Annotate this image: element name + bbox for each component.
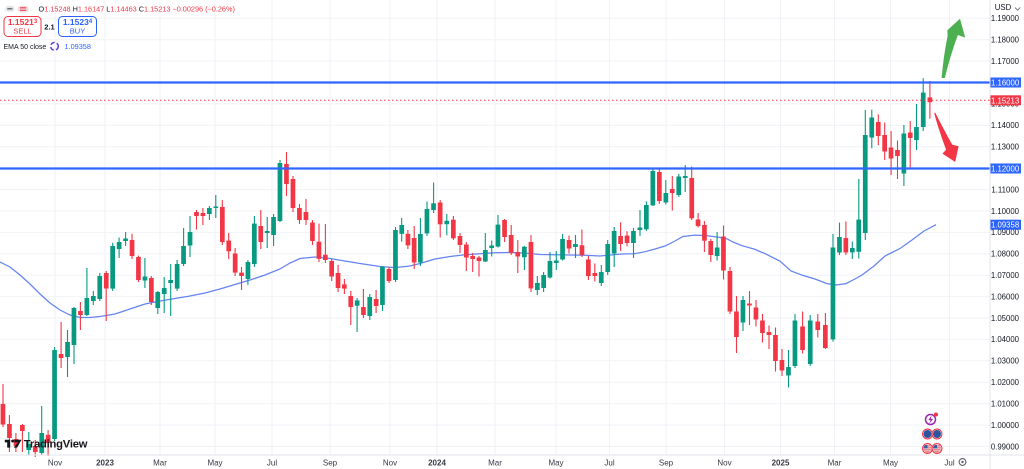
svg-text:Jul: Jul [267,459,277,468]
svg-text:1.06000: 1.06000 [991,292,1020,301]
svg-text:2023: 2023 [96,459,114,468]
svg-text:1.13000: 1.13000 [991,143,1020,152]
svg-text:Mar: Mar [828,459,842,468]
svg-text:May: May [883,459,898,468]
svg-text:1.14000: 1.14000 [991,121,1020,130]
svg-text:0.99000: 0.99000 [991,442,1020,451]
svg-text:1.03000: 1.03000 [991,357,1020,366]
svg-text:Nov: Nov [717,459,731,468]
svg-text:EMA 50 close: EMA 50 close [4,44,47,51]
svg-text:Mar: Mar [488,459,502,468]
svg-text:1.08000: 1.08000 [991,250,1020,259]
svg-text:1.16000: 1.16000 [991,79,1020,88]
svg-text:1.00000: 1.00000 [991,421,1020,430]
svg-text:1.10000: 1.10000 [991,207,1020,216]
svg-text:1.01000: 1.01000 [991,399,1020,408]
svg-text:1.09000: 1.09000 [991,228,1020,237]
svg-text:Nov: Nov [48,459,62,468]
svg-text:Mar: Mar [153,459,167,468]
svg-text:USD: USD [995,3,1012,12]
svg-text:1.04000: 1.04000 [991,335,1020,344]
svg-text:Sep: Sep [323,459,338,468]
svg-text:Jul: Jul [944,459,954,468]
svg-text:Sep: Sep [659,459,674,468]
svg-text:1.05000: 1.05000 [991,314,1020,323]
svg-text:Jul: Jul [604,459,614,468]
svg-text:Nov: Nov [383,459,397,468]
svg-text:May: May [548,459,563,468]
svg-text:1.11000: 1.11000 [991,185,1019,194]
svg-text:1.15213: 1.15213 [991,96,1019,105]
svg-text:1.07000: 1.07000 [991,271,1020,280]
svg-text:1.09358: 1.09358 [65,42,91,51]
svg-text:2024: 2024 [428,459,446,468]
svg-text:2.1: 2.1 [44,23,54,32]
svg-text:2025: 2025 [772,459,790,468]
svg-text:1.12000: 1.12000 [991,165,1020,174]
svg-text:1.17000: 1.17000 [991,57,1020,66]
svg-text:1.09358: 1.09358 [991,221,1019,230]
svg-text:May: May [207,459,222,468]
svg-text:O1.15248 H1.16147 L1.14463 C1.: O1.15248 H1.16147 L1.14463 C1.15213 −0.0… [39,5,235,14]
svg-text:1.18000: 1.18000 [991,36,1020,45]
svg-text:1.19000: 1.19000 [991,14,1020,23]
svg-text:1.02000: 1.02000 [991,378,1020,387]
svg-text:BUY: BUY [70,27,85,36]
svg-text:1.15213: 1.15213 [8,17,38,27]
svg-text:1.15234: 1.15234 [63,17,93,27]
svg-text:TradingView: TradingView [24,439,88,451]
svg-text:SELL: SELL [13,27,31,36]
